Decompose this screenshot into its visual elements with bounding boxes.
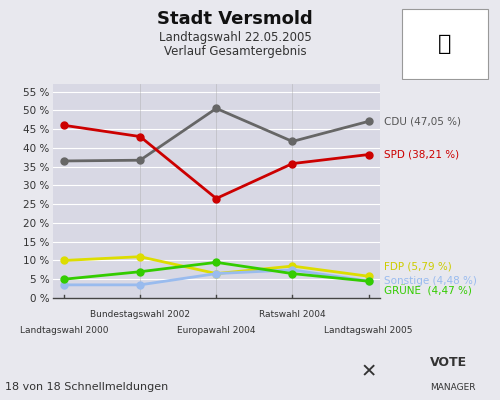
Text: Landtagswahl 2000: Landtagswahl 2000 bbox=[20, 326, 108, 335]
Text: Europawahl 2004: Europawahl 2004 bbox=[177, 326, 256, 335]
Text: FDP (5,79 %): FDP (5,79 %) bbox=[384, 261, 451, 271]
Text: Sonstige (4,48 %): Sonstige (4,48 %) bbox=[384, 276, 476, 286]
Text: Ratswahl 2004: Ratswahl 2004 bbox=[259, 310, 326, 319]
Text: 18 von 18 Schnellmeldungen: 18 von 18 Schnellmeldungen bbox=[5, 382, 168, 392]
Text: Bundestagswahl 2002: Bundestagswahl 2002 bbox=[90, 310, 190, 319]
Text: CDU (47,05 %): CDU (47,05 %) bbox=[384, 116, 460, 126]
Text: SPD (38,21 %): SPD (38,21 %) bbox=[384, 150, 458, 160]
Text: Stadt Versmold: Stadt Versmold bbox=[157, 10, 313, 28]
Text: GRÜNE  (4,47 %): GRÜNE (4,47 %) bbox=[384, 286, 472, 297]
FancyBboxPatch shape bbox=[402, 10, 488, 78]
Text: Verlauf Gesamtergebnis: Verlauf Gesamtergebnis bbox=[164, 45, 306, 58]
Text: ✕: ✕ bbox=[360, 362, 377, 381]
Text: 🦁: 🦁 bbox=[438, 34, 452, 54]
Text: Landtagswahl 2005: Landtagswahl 2005 bbox=[324, 326, 413, 335]
Text: Landtagswahl 22.05.2005: Landtagswahl 22.05.2005 bbox=[158, 31, 312, 44]
Text: MANAGER: MANAGER bbox=[430, 382, 476, 392]
Text: VOTE: VOTE bbox=[430, 356, 467, 369]
